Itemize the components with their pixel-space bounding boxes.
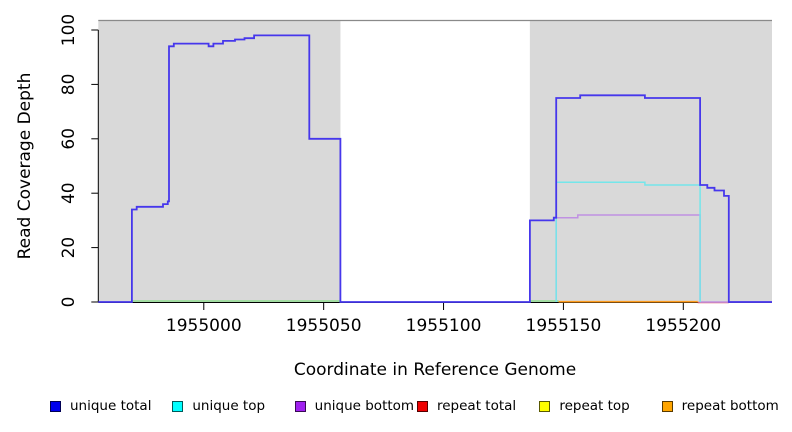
legend-label: unique total [70, 398, 152, 414]
y-tick-label: 80 [59, 74, 79, 96]
y-tick-label: 0 [59, 297, 79, 308]
x-tick-label: 1955150 [526, 316, 602, 336]
legend-label: repeat top [559, 398, 630, 414]
y-tick-label: 40 [59, 182, 79, 204]
x-tick-label: 1955200 [645, 316, 721, 336]
legend-item-unique-total: unique total [50, 398, 172, 414]
legend-item-repeat-bottom: repeat bottom [661, 398, 784, 414]
legend-label: repeat bottom [681, 398, 779, 414]
legend-item-unique-top: unique top [172, 398, 294, 414]
legend-swatch-unique-total-icon [50, 400, 61, 412]
y-tick-label: 100 [59, 14, 79, 46]
y-tick-label: 20 [59, 237, 79, 259]
legend-swatch-unique-top-icon [172, 400, 184, 412]
legend-label: unique top [192, 398, 266, 414]
legend-label: unique bottom [314, 398, 415, 414]
legend-swatch-repeat-bottom-icon [661, 400, 673, 412]
covered-region-right [529, 19, 772, 302]
legend: unique total unique top unique bottom repea… [50, 398, 784, 414]
y-axis-title: Read Coverage Depth [15, 72, 35, 260]
legend-swatch-repeat-top-icon [539, 400, 551, 412]
x-axis-title: Coordinate in Reference Genome [293, 360, 577, 380]
legend-item-repeat-total: repeat total [417, 398, 539, 414]
legend-label: repeat total [437, 398, 517, 414]
legend-item-repeat-top: repeat top [539, 398, 661, 414]
legend-item-unique-bottom: unique bottom [294, 398, 417, 414]
legend-swatch-repeat-total-icon [417, 400, 428, 412]
x-tick-label: 1955000 [166, 316, 242, 336]
x-tick-label: 1955100 [406, 316, 482, 336]
series-line-unique-total [98, 34, 772, 303]
y-tick-label: 60 [59, 128, 79, 150]
covered-region-left [98, 19, 341, 302]
legend-swatch-unique-bottom-icon [294, 400, 306, 412]
x-tick-label: 1955050 [286, 316, 362, 336]
